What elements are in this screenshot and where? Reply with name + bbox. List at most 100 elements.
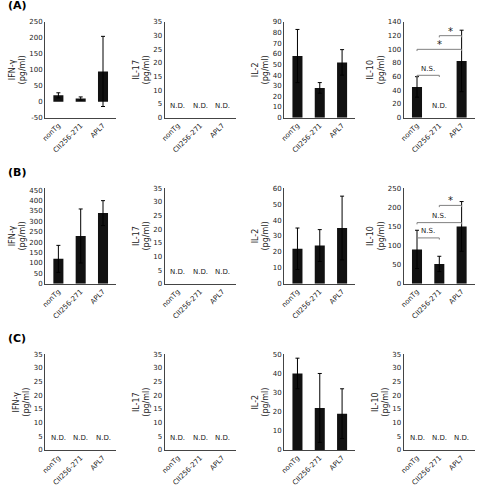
svg-text:N.D.: N.D. — [170, 102, 185, 110]
svg-text:N.D.: N.D. — [193, 268, 208, 276]
svg-text:-50: -50 — [31, 114, 42, 122]
svg-text:35: 35 — [392, 351, 401, 359]
svg-text:35: 35 — [153, 185, 162, 193]
svg-text:250: 250 — [29, 18, 42, 26]
svg-text:350: 350 — [29, 207, 42, 215]
svg-text:40: 40 — [273, 370, 282, 378]
svg-text:140: 140 — [388, 18, 401, 26]
svg-text:20: 20 — [273, 93, 282, 101]
svg-text:nonTg: nonTg — [280, 454, 301, 475]
svg-text:30: 30 — [392, 364, 401, 372]
svg-text:*: * — [437, 39, 442, 50]
svg-text:CII256-271: CII256-271 — [171, 288, 204, 321]
svg-text:IFN-γ(pg/ml): IFN-γ(pg/ml) — [8, 55, 27, 84]
svg-text:IL-17(pg/ml): IL-17(pg/ml) — [132, 388, 151, 417]
svg-text:70: 70 — [273, 40, 282, 48]
svg-text:400: 400 — [29, 197, 42, 205]
svg-text:15: 15 — [392, 405, 401, 413]
svg-text:25: 25 — [153, 378, 162, 386]
svg-text:CII256-271: CII256-271 — [52, 288, 85, 321]
svg-text:150: 150 — [29, 249, 42, 257]
svg-text:IL-10(pg/ml): IL-10(pg/ml) — [366, 55, 385, 84]
svg-text:N.S.: N.S. — [421, 65, 435, 73]
svg-text:IL-2(pg/ml): IL-2(pg/ml) — [251, 55, 270, 84]
svg-text:5: 5 — [38, 433, 42, 441]
svg-text:IFN-γ(pg/ml): IFN-γ(pg/ml) — [8, 221, 27, 250]
svg-text:IL-2(pg/ml): IL-2(pg/ml) — [251, 221, 270, 250]
svg-text:120: 120 — [388, 32, 401, 40]
svg-text:15: 15 — [153, 239, 162, 247]
svg-text:N.S.: N.S. — [421, 227, 435, 235]
svg-text:50: 50 — [273, 61, 282, 69]
svg-text:nonTg: nonTg — [41, 122, 62, 143]
svg-text:15: 15 — [153, 405, 162, 413]
svg-text:200: 200 — [29, 34, 42, 42]
svg-text:CII256-271: CII256-271 — [291, 288, 324, 321]
svg-text:15: 15 — [34, 405, 43, 413]
svg-text:APL7: APL7 — [448, 122, 466, 140]
svg-text:20: 20 — [153, 226, 162, 234]
svg-text:40: 40 — [273, 72, 282, 80]
svg-text:CII256-271: CII256-271 — [52, 122, 85, 155]
svg-text:30: 30 — [273, 232, 282, 240]
svg-text:CII256-271: CII256-271 — [171, 122, 204, 155]
svg-text:IL-17(pg/ml): IL-17(pg/ml) — [132, 55, 151, 84]
svg-text:N.D.: N.D. — [193, 102, 208, 110]
svg-text:100: 100 — [29, 259, 42, 267]
svg-text:0: 0 — [158, 280, 162, 288]
svg-text:150: 150 — [29, 50, 42, 58]
svg-text:N.D.: N.D. — [96, 434, 111, 442]
svg-text:APL7: APL7 — [328, 288, 346, 306]
svg-text:20: 20 — [153, 392, 162, 400]
svg-text:N.D.: N.D. — [170, 434, 185, 442]
svg-text:*: * — [448, 26, 453, 37]
svg-text:20: 20 — [392, 100, 401, 108]
svg-text:(C): (C) — [8, 332, 26, 345]
svg-text:60: 60 — [273, 50, 282, 58]
svg-text:0: 0 — [158, 114, 162, 122]
svg-text:CII256-271: CII256-271 — [52, 454, 85, 487]
svg-text:5: 5 — [158, 433, 162, 441]
svg-text:35: 35 — [34, 351, 43, 359]
svg-text:200: 200 — [388, 204, 401, 212]
svg-text:N.D.: N.D. — [432, 434, 447, 442]
svg-text:IL-10(pg/ml): IL-10(pg/ml) — [371, 388, 390, 417]
svg-text:100: 100 — [388, 242, 401, 250]
svg-text:APL7: APL7 — [208, 288, 226, 306]
svg-text:CII256-271: CII256-271 — [291, 122, 324, 155]
svg-text:IL-17(pg/ml): IL-17(pg/ml) — [132, 221, 151, 250]
svg-text:0: 0 — [38, 280, 42, 288]
svg-text:N.D.: N.D. — [432, 102, 447, 110]
svg-text:APL7: APL7 — [328, 454, 346, 472]
svg-text:nonTg: nonTg — [280, 288, 301, 309]
svg-text:0: 0 — [397, 114, 401, 122]
svg-text:0: 0 — [397, 446, 401, 454]
svg-text:30: 30 — [153, 32, 162, 40]
svg-text:0: 0 — [38, 98, 42, 106]
svg-text:APL7: APL7 — [328, 122, 346, 140]
svg-text:IL-10(pg/ml): IL-10(pg/ml) — [366, 221, 385, 250]
svg-text:CII256-271: CII256-271 — [410, 288, 443, 321]
svg-text:50: 50 — [392, 261, 401, 269]
svg-text:(A): (A) — [8, 0, 27, 12]
svg-text:30: 30 — [273, 82, 282, 90]
svg-text:nonTg: nonTg — [400, 288, 421, 309]
svg-text:200: 200 — [29, 239, 42, 247]
svg-text:90: 90 — [273, 18, 282, 26]
svg-text:0: 0 — [397, 280, 401, 288]
svg-text:5: 5 — [158, 100, 162, 108]
svg-text:0: 0 — [38, 446, 42, 454]
svg-text:10: 10 — [392, 419, 401, 427]
svg-text:25: 25 — [153, 212, 162, 220]
svg-text:30: 30 — [273, 389, 282, 397]
svg-text:nonTg: nonTg — [41, 288, 62, 309]
svg-text:0: 0 — [158, 446, 162, 454]
svg-text:60: 60 — [273, 185, 282, 193]
svg-text:35: 35 — [153, 351, 162, 359]
svg-text:IL-2(pg/ml): IL-2(pg/ml) — [251, 388, 270, 417]
svg-text:30: 30 — [34, 364, 43, 372]
svg-text:nonTg: nonTg — [161, 122, 182, 143]
svg-text:50: 50 — [273, 201, 282, 209]
svg-text:250: 250 — [388, 185, 401, 193]
svg-text:20: 20 — [34, 392, 43, 400]
